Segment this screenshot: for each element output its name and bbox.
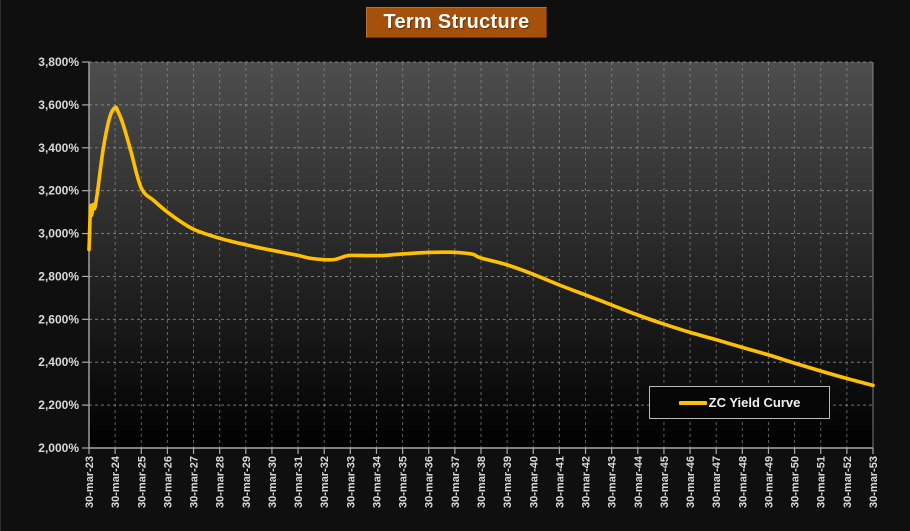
x-axis-label: 30-mar-50 [790,456,802,508]
x-axis-label: 30-mar-46 [685,456,697,508]
x-axis-label: 30-mar-33 [345,456,357,508]
chart-title-box: Term Structure [366,7,547,38]
y-axis-label: 2,400% [38,355,79,369]
y-axis-label: 3,800% [38,55,79,69]
x-axis-label: 30-mar-25 [136,456,148,508]
x-axis-label: 30-mar-43 [607,456,619,508]
y-axis-label: 2,200% [38,398,79,412]
y-axis-label: 3,600% [38,98,79,112]
x-axis-label: 30-mar-29 [241,456,253,508]
x-axis-label: 30-mar-27 [189,456,201,508]
y-axis-label: 2,600% [38,312,79,326]
x-axis-label: 30-mar-52 [842,456,854,508]
x-axis-label: 30-mar-35 [398,456,410,508]
x-axis-label: 30-mar-34 [371,455,383,508]
x-axis-label: 30-mar-49 [763,456,775,508]
y-axis-label: 3,200% [38,184,79,198]
chart-title: Term Structure [383,11,530,33]
x-axis-label: 30-mar-48 [737,456,749,508]
x-axis-label: 30-mar-47 [711,456,723,508]
zc-yield-curve-line [87,105,875,388]
x-axis-label: 30-mar-30 [267,456,279,508]
x-axis-label: 30-mar-28 [215,456,227,508]
legend-label: ZC Yield Curve [708,395,801,410]
y-axis-label: 2,800% [38,269,79,283]
x-axis-label: 30-mar-41 [554,456,566,508]
x-axis-label: 30-mar-42 [581,456,593,508]
x-axis-label: 30-mar-45 [659,456,671,508]
x-axis-label: 30-mar-24 [110,455,122,508]
x-axis-label: 30-mar-44 [633,455,645,508]
x-axis-label: 30-mar-23 [84,456,96,508]
x-axis-label: 30-mar-40 [528,456,540,508]
x-axis-label: 30-mar-36 [424,456,436,508]
x-axis-label: 30-mar-38 [476,456,488,508]
x-axis-label: 30-mar-31 [293,456,305,508]
y-axis-label: 3,000% [38,227,79,241]
x-axis-label: 30-mar-26 [162,456,174,508]
x-axis-label: 30-mar-37 [450,456,462,508]
legend-line-sample [678,400,707,405]
x-axis-label: 30-mar-53 [868,456,880,508]
y-axis-label: 3,400% [38,141,79,155]
legend: ZC Yield Curve [649,386,830,419]
x-axis-label: 30-mar-32 [319,456,331,508]
x-axis-label: 30-mar-39 [502,456,514,508]
y-axis-label: 2,000% [38,441,79,455]
x-axis-label: 30-mar-51 [816,456,828,508]
